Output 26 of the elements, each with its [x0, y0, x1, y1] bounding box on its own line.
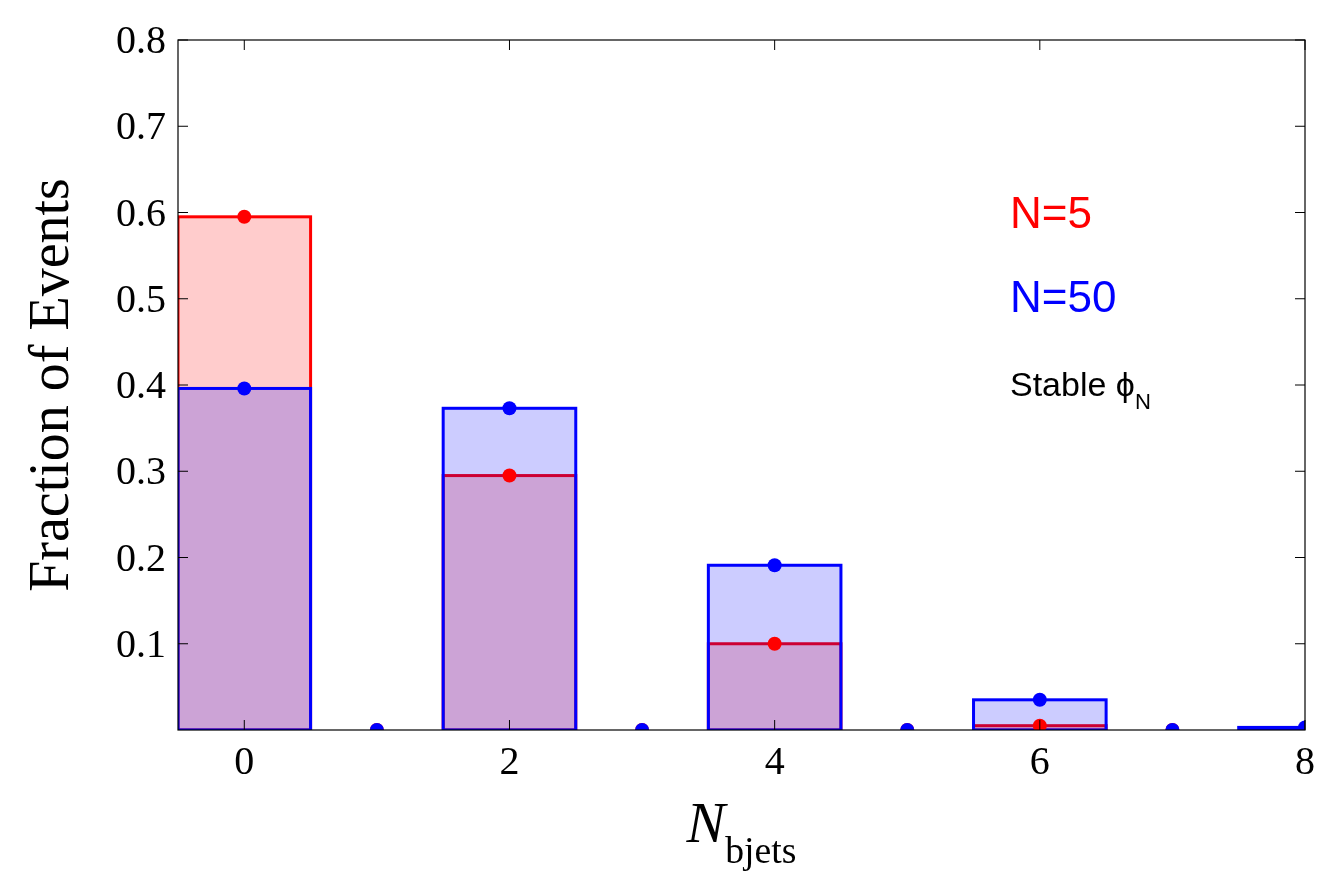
x-axis-title: N$_{bjets}$	[685, 790, 797, 871]
point	[767, 558, 782, 573]
y-axis-title: Fraction of Events	[18, 178, 80, 592]
text: N=50	[1010, 272, 1117, 321]
x-tick-label: 8	[1295, 738, 1315, 783]
y-tick-label: 0.6	[116, 189, 166, 235]
y-tick-label: 0.2	[116, 534, 166, 580]
x-tick-label: 6	[1029, 738, 1050, 783]
point	[237, 381, 252, 396]
y-tick-label: 0.8	[116, 17, 166, 62]
point	[502, 401, 517, 416]
annotation: Stable ϕ$_{N}$	[1010, 365, 1151, 414]
x-tick-label: 0	[234, 738, 255, 783]
point	[1032, 692, 1047, 707]
point	[237, 209, 252, 224]
point	[502, 468, 517, 483]
x-tick-label: 2	[499, 738, 520, 783]
point	[767, 636, 782, 651]
y-tick-label: 0.1	[116, 620, 166, 666]
y-tick-label: 0.5	[116, 275, 166, 321]
y-tick-label: 0.7	[116, 103, 166, 149]
text: N=5	[1010, 188, 1092, 237]
y-tick-label: 0.3	[116, 448, 166, 494]
point	[1032, 718, 1047, 730]
y-tick-label: 0.4	[116, 362, 166, 407]
x-tick-label: 4	[764, 738, 785, 783]
